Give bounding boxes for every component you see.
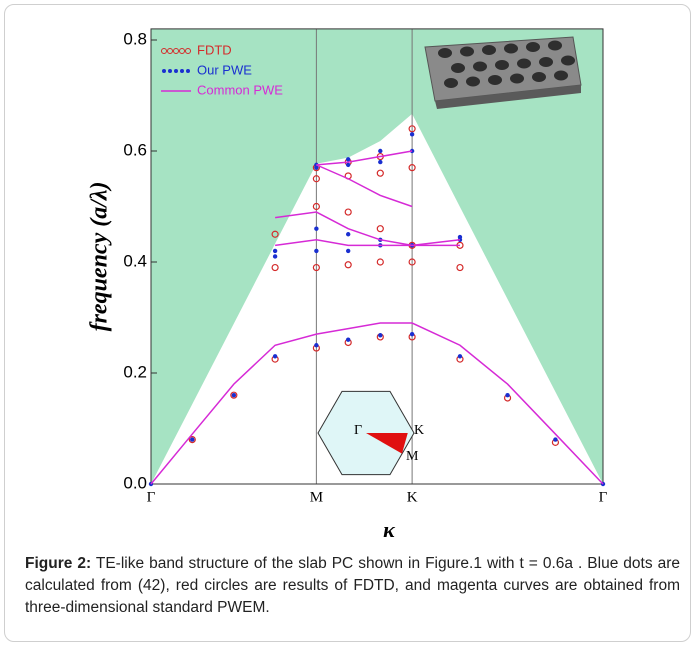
slab-hole — [526, 42, 540, 52]
y-axis-label: frequency (a/λ) — [87, 181, 113, 331]
band-point — [409, 331, 415, 337]
band-point — [345, 162, 351, 168]
inset-label: K — [414, 423, 424, 438]
legend-label: FDTD — [197, 42, 232, 57]
inset-label: M — [406, 449, 419, 464]
band-point — [457, 234, 463, 240]
y-tick-label: 0.2 — [123, 362, 147, 381]
band-curve — [316, 164, 413, 208]
legend-swatch — [186, 69, 190, 73]
inset-label: Γ — [354, 423, 362, 438]
figure-card: Γ M K Γ 0.0 0.2 0.4 0.6 0.8 FDTD Our PWE Common PWE… — [4, 4, 691, 642]
band-point — [505, 393, 510, 398]
band-point — [312, 202, 320, 211]
slab-hole — [460, 46, 474, 57]
slab-hole — [444, 78, 458, 88]
slab-hole — [554, 70, 568, 81]
legend-swatch — [174, 69, 178, 73]
band-point — [344, 261, 352, 269]
band-point — [408, 125, 416, 133]
band-point — [553, 437, 558, 442]
irreducible-zone — [366, 433, 408, 454]
band-curve — [275, 211, 461, 247]
band-point — [312, 263, 320, 272]
caption: Figure 2: TE-like band structure of the … — [25, 553, 680, 619]
band-point — [408, 164, 416, 172]
slab-hole — [517, 58, 531, 69]
band-point — [271, 230, 279, 238]
legend-label: Common PWE — [197, 82, 283, 97]
band-point — [345, 248, 351, 254]
y-tick-label: 0.6 — [123, 140, 147, 159]
band-point — [312, 175, 320, 183]
band-point — [345, 157, 351, 162]
caption-text: TE-like band structure of the slab PC sh… — [25, 555, 680, 616]
light-cone — [151, 113, 603, 484]
band-point — [272, 248, 278, 254]
x-tick-label: M — [310, 489, 323, 505]
slab-hole — [473, 61, 487, 72]
y-tick-label: 0.8 — [123, 29, 147, 48]
band-point — [378, 159, 383, 165]
y-tick-label: 0.4 — [123, 251, 147, 270]
caption-label: Figure 2: — [25, 555, 92, 572]
x-tick-label: Γ — [147, 489, 156, 505]
legend-swatch — [173, 48, 179, 54]
band-curve — [275, 239, 460, 247]
slab-hole — [548, 40, 562, 51]
legend-swatch — [180, 69, 184, 73]
band-point — [378, 333, 383, 338]
slab-hole — [482, 45, 496, 55]
band-point — [344, 208, 352, 216]
band-point — [345, 337, 351, 342]
band-point — [314, 343, 319, 348]
band-point — [376, 225, 384, 233]
slab-hole — [504, 43, 518, 54]
legend-swatch — [185, 48, 191, 54]
band-point — [230, 391, 238, 399]
band-point — [231, 393, 237, 398]
legend-swatch — [168, 69, 172, 73]
slab-hole — [495, 60, 509, 70]
band-point — [456, 263, 464, 272]
slab-illustration — [424, 36, 582, 109]
legend-swatch — [162, 69, 166, 73]
band-point — [408, 258, 416, 266]
slab-hole — [438, 48, 452, 58]
band-point — [457, 354, 463, 359]
legend-swatch — [179, 48, 185, 54]
band-curve — [316, 150, 413, 166]
band-point — [188, 436, 196, 444]
band-point — [314, 248, 319, 254]
x-axis-label: κ — [383, 517, 396, 542]
band-point — [376, 258, 384, 266]
slab-hole — [488, 75, 502, 85]
slab-hole — [466, 76, 480, 87]
band-curve — [150, 322, 604, 485]
slab-hole — [561, 55, 575, 66]
band-point — [345, 232, 351, 237]
band-point — [272, 354, 278, 359]
plot-frame — [150, 28, 604, 485]
slab-hole — [539, 57, 553, 67]
band-point — [376, 169, 384, 177]
slab-hole — [510, 73, 524, 84]
band-point — [190, 437, 195, 442]
legend-label: Our PWE — [197, 62, 252, 77]
slab-hole — [532, 72, 546, 82]
band-point — [271, 263, 279, 272]
band-point — [378, 148, 383, 154]
slab-hole — [451, 63, 465, 73]
x-tick-label: Γ — [599, 489, 608, 505]
band-point — [314, 226, 319, 231]
legend-swatch — [161, 48, 167, 54]
band-point — [272, 254, 278, 259]
legend-swatch — [167, 48, 173, 54]
band-point — [409, 132, 415, 137]
x-tick-label: K — [407, 489, 418, 505]
y-tick-label: 0.0 — [123, 473, 147, 492]
